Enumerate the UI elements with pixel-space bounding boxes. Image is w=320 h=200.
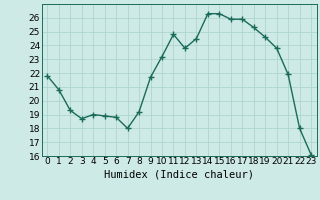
X-axis label: Humidex (Indice chaleur): Humidex (Indice chaleur) — [104, 169, 254, 179]
